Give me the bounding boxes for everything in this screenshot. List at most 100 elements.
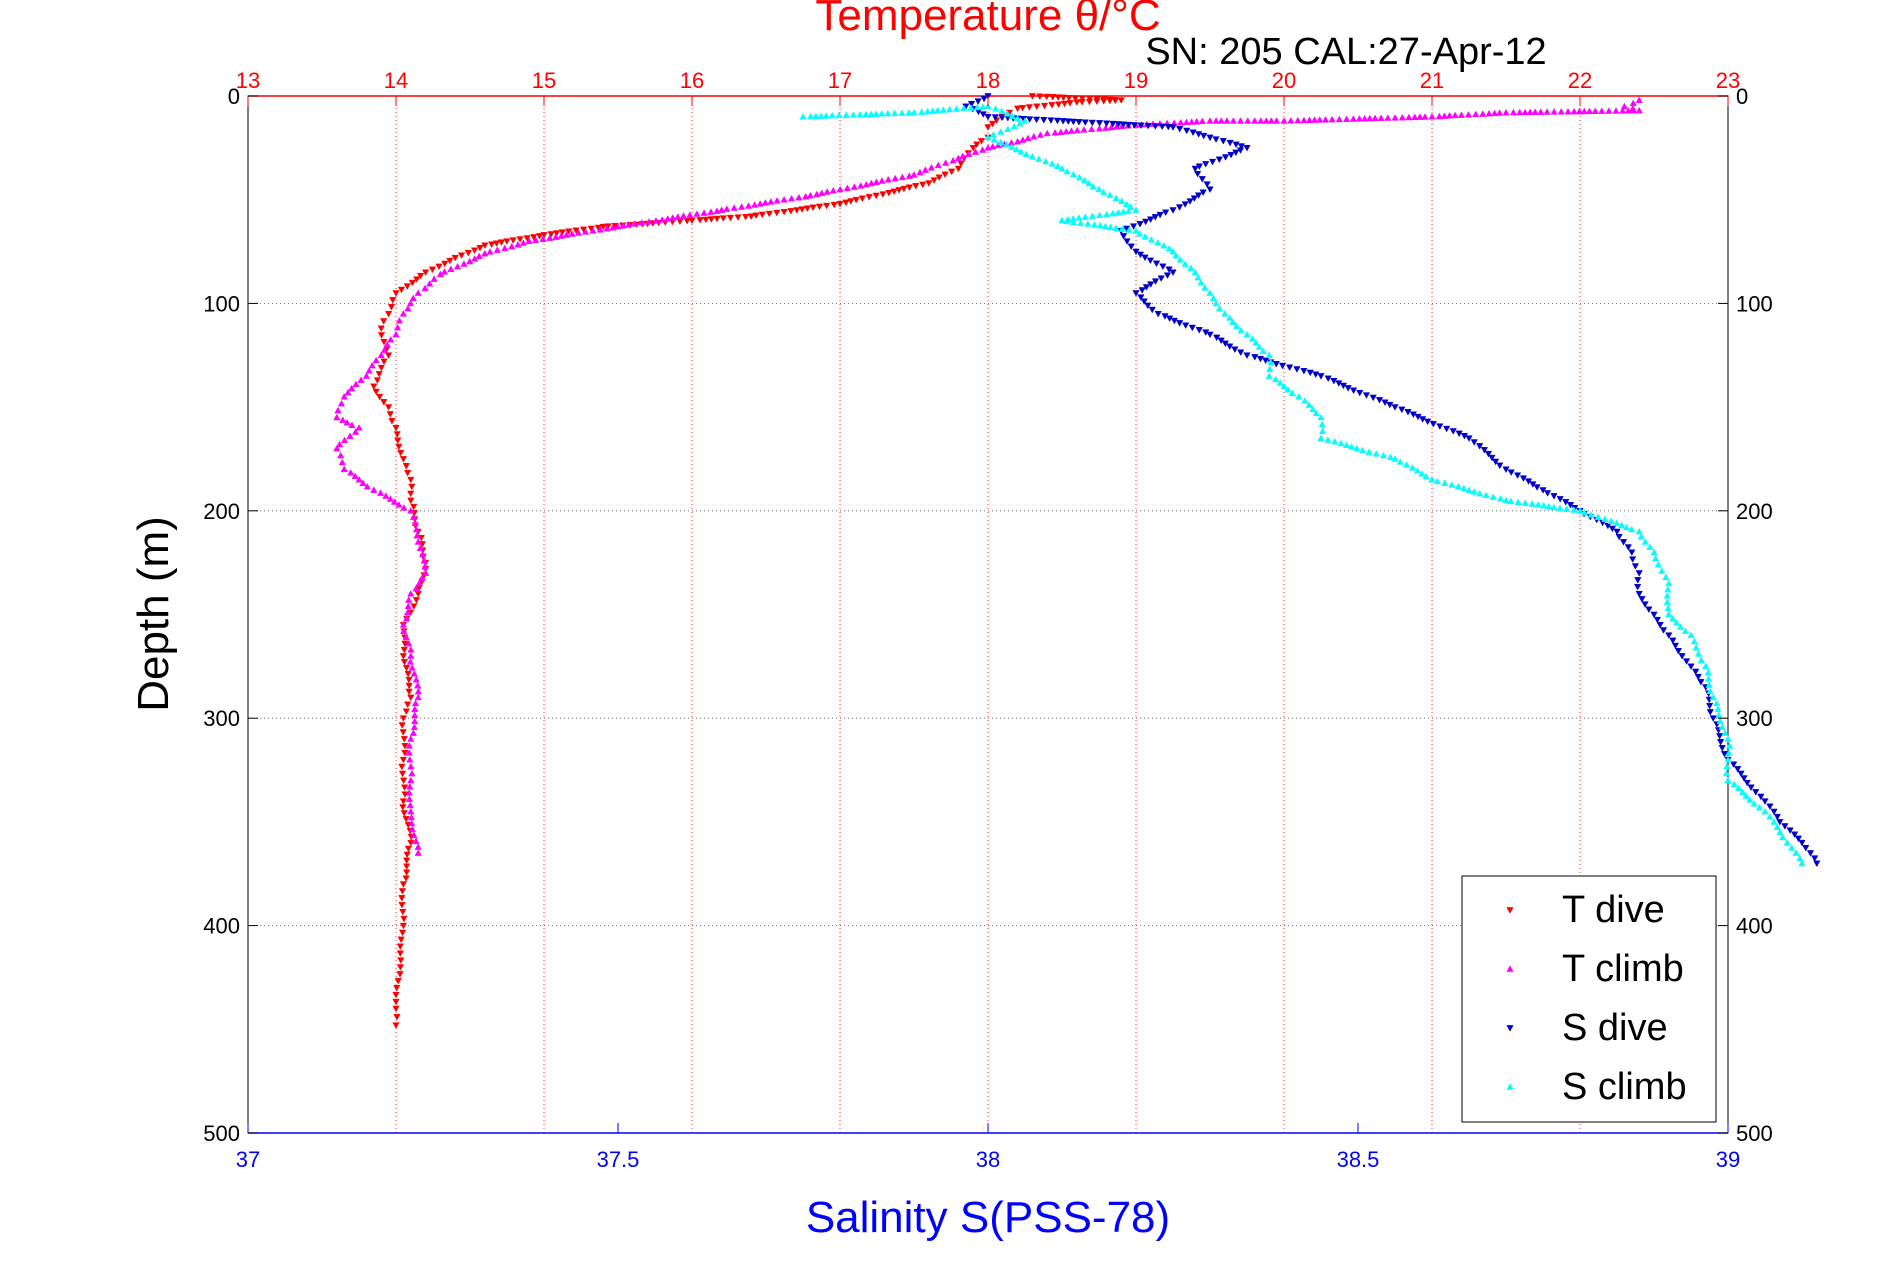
data-point — [1012, 145, 1020, 153]
data-point — [399, 908, 407, 916]
data-point — [1069, 218, 1078, 225]
data-point — [1032, 116, 1041, 124]
data-point — [1398, 406, 1406, 414]
data-point — [1630, 106, 1638, 114]
data-point — [1654, 561, 1662, 568]
data-point — [412, 837, 420, 844]
data-point — [960, 104, 968, 112]
data-point — [405, 682, 413, 690]
data-point — [992, 105, 1000, 112]
data-point — [1681, 627, 1690, 634]
data-point — [658, 216, 666, 223]
data-point — [1635, 590, 1643, 598]
data-point — [1704, 668, 1712, 676]
data-point — [1158, 123, 1166, 131]
data-point — [1109, 209, 1117, 217]
data-point — [404, 602, 412, 610]
data-point — [1618, 107, 1627, 114]
data-point — [862, 180, 870, 188]
data-point — [1424, 418, 1432, 426]
data-point — [921, 166, 929, 173]
data-point — [1036, 93, 1044, 101]
data-point — [1187, 264, 1195, 271]
data-point — [421, 269, 430, 277]
data-point — [1215, 156, 1223, 164]
data-point — [1502, 466, 1510, 474]
data-point — [375, 393, 384, 401]
data-point — [939, 106, 947, 113]
data-point — [1641, 538, 1649, 545]
data-point — [614, 222, 622, 230]
data-point — [1635, 570, 1643, 577]
data-point — [407, 819, 416, 827]
data-point — [1460, 484, 1468, 492]
data-point — [1129, 223, 1138, 230]
data-point — [416, 272, 425, 280]
series-t-dive — [370, 93, 1125, 1029]
data-point — [333, 413, 341, 421]
data-point — [891, 109, 899, 117]
data-point — [414, 849, 422, 856]
data-point — [965, 150, 973, 157]
data-point — [967, 100, 976, 108]
data-point — [765, 210, 773, 218]
data-point — [1067, 127, 1076, 134]
data-point — [1781, 823, 1789, 830]
data-point — [1073, 99, 1081, 106]
data-point — [1048, 160, 1056, 167]
data-point — [1022, 150, 1030, 158]
data-point — [1243, 330, 1251, 338]
data-point — [1421, 113, 1429, 120]
data-point — [397, 957, 405, 964]
data-point — [1080, 126, 1088, 133]
data-point — [1272, 375, 1280, 383]
data-point — [1265, 372, 1273, 379]
data-point — [878, 110, 886, 117]
data-point — [1349, 387, 1358, 395]
data-point — [900, 185, 908, 193]
data-point — [1059, 94, 1068, 102]
data-point — [1295, 393, 1303, 400]
depth-tick-label-left: 300 — [203, 706, 240, 731]
temp-tick-label: 15 — [532, 68, 556, 93]
data-point — [872, 110, 880, 117]
data-point — [377, 364, 385, 372]
data-point — [619, 221, 627, 229]
data-point — [1272, 117, 1281, 124]
data-point — [1537, 108, 1545, 115]
data-point — [1060, 100, 1069, 108]
data-point — [1624, 106, 1633, 114]
data-point — [1629, 556, 1637, 563]
data-point — [1375, 397, 1384, 404]
legend-label: T dive — [1562, 889, 1665, 931]
data-point — [552, 233, 560, 240]
data-point — [730, 204, 738, 211]
data-point — [1255, 343, 1263, 350]
data-point — [1798, 839, 1806, 847]
data-point — [1607, 517, 1615, 524]
data-point — [1479, 110, 1487, 117]
data-point — [399, 729, 407, 736]
data-point — [1170, 317, 1178, 325]
data-point — [1019, 136, 1027, 143]
data-point — [1125, 226, 1133, 233]
temp-tick-label: 16 — [680, 68, 704, 93]
data-point — [1386, 401, 1394, 409]
data-point — [1197, 278, 1205, 286]
data-point — [890, 188, 898, 196]
data-point — [373, 377, 382, 384]
data-point — [674, 213, 682, 220]
data-point — [756, 200, 764, 207]
data-point — [1664, 604, 1672, 612]
data-point — [664, 215, 672, 222]
data-point — [806, 191, 815, 199]
data-point — [1119, 208, 1128, 215]
data-point — [398, 888, 407, 895]
data-point — [392, 1005, 400, 1013]
data-point — [1697, 656, 1705, 663]
data-point — [1776, 819, 1784, 826]
data-point — [1743, 779, 1751, 787]
data-point — [1137, 122, 1145, 130]
data-point — [393, 323, 402, 331]
data-point — [370, 383, 378, 391]
